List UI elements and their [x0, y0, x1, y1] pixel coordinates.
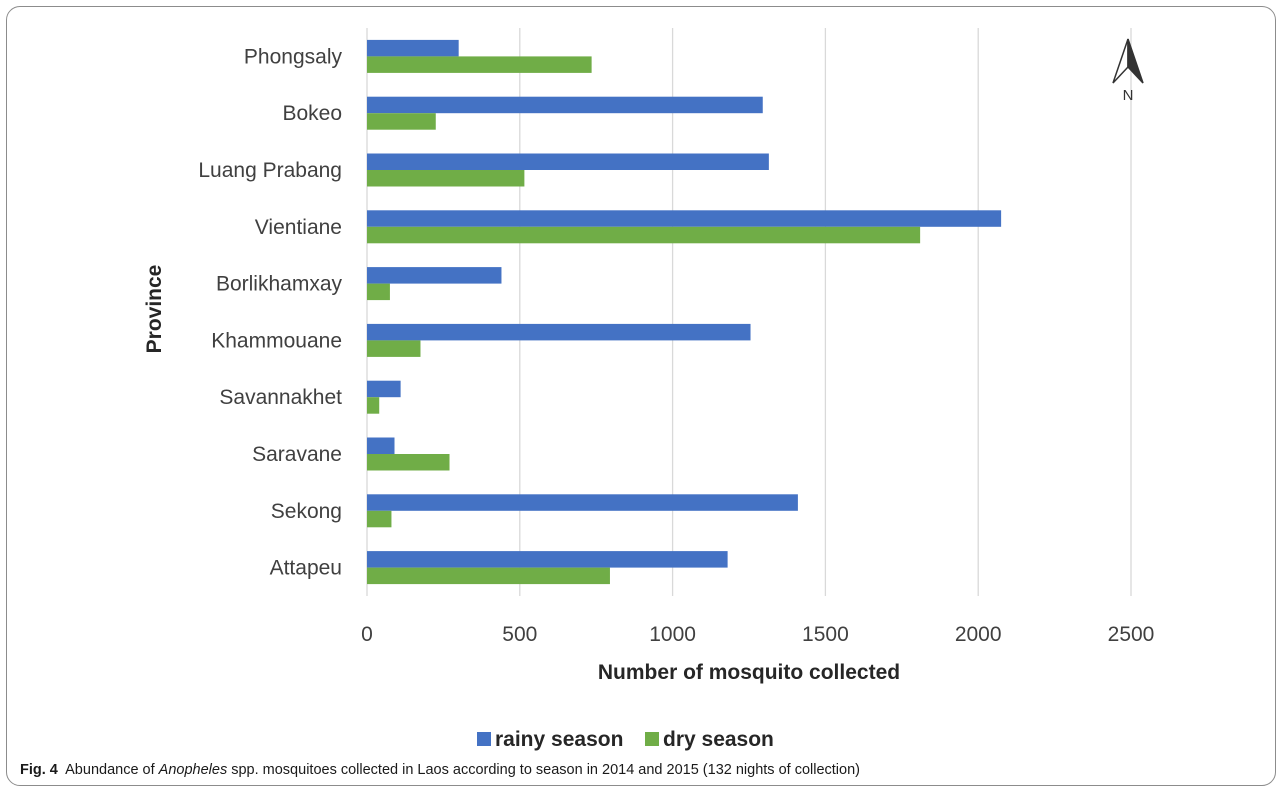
- figure-frame: [6, 6, 1276, 786]
- y-axis-label: Province: [143, 265, 166, 354]
- category-label: Luang Prabang: [198, 159, 342, 182]
- bar-rainy-season-bokeo: [367, 96, 763, 114]
- north-arrow-label: N: [1123, 87, 1134, 104]
- north-arrow-icon: N: [1112, 38, 1144, 104]
- bar-rainy-season-savannakhet: [367, 380, 401, 398]
- bars: [367, 39, 1002, 585]
- figure-caption: Fig. 4 Abundance of Anopheles spp. mosqu…: [20, 762, 860, 778]
- bar-rainy-season-phongsaly: [367, 39, 459, 57]
- bar-dry-season-luang-prabang: [367, 170, 525, 187]
- bar-rainy-season-saravane: [367, 437, 395, 454]
- category-label: Sekong: [271, 500, 342, 523]
- category-label: Bokeo: [282, 102, 342, 125]
- legend: rainy season dry season: [477, 728, 774, 751]
- category-labels: Phongsaly Bokeo Luang Prabang Vientiane Borl…: [198, 45, 342, 579]
- x-tick-label: 2000: [955, 623, 1002, 646]
- bar-rainy-season-khammouane: [367, 323, 751, 341]
- x-tick-label: 1500: [802, 623, 849, 646]
- bar-dry-season-saravane: [367, 454, 450, 471]
- bar-dry-season-attapeu: [367, 567, 610, 585]
- bar-dry-season-vientiane: [367, 226, 921, 244]
- bar-dry-season-bokeo: [367, 113, 436, 130]
- bar-dry-season-borlikhamxay: [367, 283, 390, 301]
- bar-dry-season-phongsaly: [367, 56, 592, 73]
- x-tick-label: 500: [502, 623, 537, 646]
- bar-dry-season-savannakhet: [367, 397, 380, 414]
- legend-label: rainy season: [495, 728, 623, 751]
- bar-dry-season-sekong: [367, 510, 392, 528]
- bar-rainy-season-sekong: [367, 494, 798, 511]
- category-label: Attapeu: [270, 557, 342, 580]
- bar-rainy-season-attapeu: [367, 551, 728, 568]
- caption-text-before: Abundance of: [65, 762, 159, 778]
- x-tick-labels: 0 500 1000 1500 2000 2500: [361, 623, 1154, 646]
- category-label: Saravane: [252, 443, 342, 466]
- category-label: Phongsaly: [244, 45, 343, 68]
- x-tick-label: 2500: [1108, 623, 1155, 646]
- x-axis-label: Number of mosquito collected: [598, 661, 900, 684]
- legend-swatch: [477, 732, 491, 746]
- bar-rainy-season-luang-prabang: [367, 153, 769, 170]
- bar-dry-season-khammouane: [367, 340, 421, 357]
- category-label: Vientiane: [255, 216, 342, 239]
- category-label: Savannakhet: [219, 386, 342, 409]
- bar-rainy-season-vientiane: [367, 210, 1002, 227]
- x-tick-label: 1000: [649, 623, 696, 646]
- caption-text-italic: Anopheles: [158, 762, 228, 778]
- x-tick-label: 0: [361, 623, 373, 646]
- bar-rainy-season-borlikhamxay: [367, 267, 502, 284]
- category-label: Khammouane: [211, 329, 342, 352]
- legend-swatch: [645, 732, 659, 746]
- caption-label: Fig. 4: [20, 762, 58, 778]
- caption-text-after: spp. mosquitoes collected in Laos accord…: [227, 762, 860, 778]
- category-label: Borlikhamxay: [216, 273, 343, 296]
- legend-label: dry season: [663, 728, 774, 751]
